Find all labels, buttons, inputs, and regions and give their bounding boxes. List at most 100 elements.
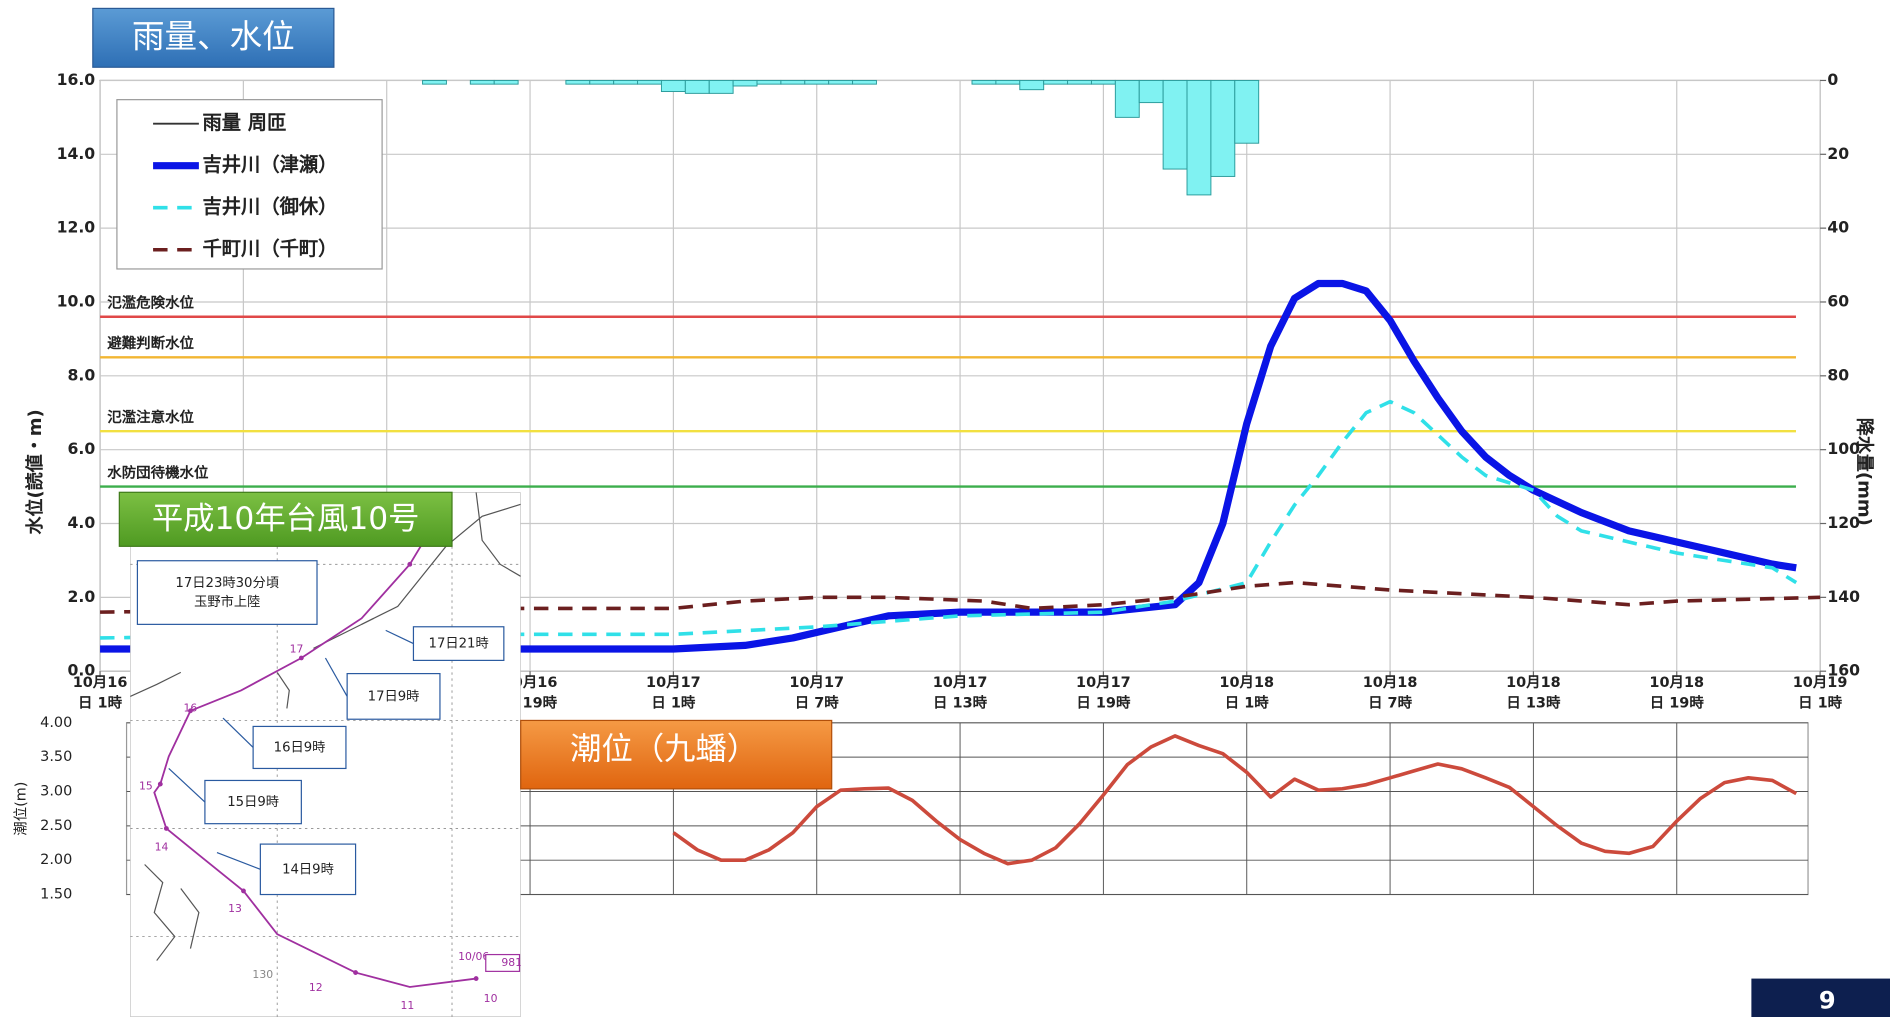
coastline (276, 672, 290, 709)
callout-leader (216, 851, 261, 870)
x-tick-label: 10月18 (1219, 674, 1274, 691)
y-tick-label: 0.0 (67, 661, 95, 680)
x-tick-label: 日 19時 (1076, 695, 1131, 712)
callout-box (252, 725, 347, 770)
y-tick-label: 6.0 (67, 439, 95, 458)
typhoon-id-box (485, 953, 521, 972)
callout-leader (385, 629, 414, 645)
x-tick-label: 日 1時 (1798, 695, 1843, 712)
callout-text: 15日9時 (227, 794, 279, 810)
rain-bar (756, 79, 782, 85)
series-line (672, 734, 1798, 866)
x-tick-label: 10月17 (933, 674, 988, 691)
track-label: 14 (155, 841, 169, 854)
track-label: 13 (228, 902, 242, 915)
rain-bar (565, 79, 591, 85)
rain-bar (1114, 79, 1140, 118)
rain-bar (828, 79, 854, 85)
track-point (473, 976, 479, 981)
callout-text: 17日23時30分頃 (175, 575, 279, 591)
y2-tick-label: 100 (1827, 439, 1860, 458)
rain-bar (1019, 79, 1045, 91)
legend-label: 雨量 周匝 (203, 111, 287, 134)
typhoon-track (153, 527, 477, 988)
rain-bar (1162, 79, 1188, 170)
rain-bar (589, 79, 615, 85)
y2-tick-label: 60 (1827, 291, 1849, 310)
y-tick-label: 3.50 (40, 749, 72, 765)
rain-bar (995, 79, 1021, 85)
y2-tick-label: 0 (1827, 70, 1838, 89)
x-tick-label: 日 13時 (933, 695, 988, 712)
series-line (100, 279, 1797, 653)
y-tick-label: 12.0 (57, 218, 96, 237)
title-badge (92, 7, 335, 68)
track-point (157, 781, 163, 787)
legend-label: 吉井川（御休） (203, 195, 338, 218)
track-point (407, 561, 413, 567)
rain-bar (1210, 79, 1236, 177)
coastline (130, 671, 182, 697)
y-tick-label: 16.0 (57, 70, 96, 89)
coastline (475, 492, 521, 577)
x-tick-label: 10月18 (1506, 674, 1561, 691)
track-point (353, 970, 358, 975)
legend-box (116, 99, 383, 270)
y-tick-label: 2.0 (67, 587, 95, 606)
x-tick-label: 日 1時 (78, 695, 123, 712)
callout-text: 玉野市上陸 (194, 593, 260, 610)
rain-bar (637, 79, 662, 85)
threshold-label: 避難判断水位 (107, 334, 194, 352)
y2-tick-label: 20 (1827, 144, 1849, 163)
y-axis-label: 潮位(m) (13, 782, 30, 836)
y-tick-label: 3.00 (40, 784, 72, 800)
y-tick-label: 10.0 (57, 291, 96, 310)
rain-bar (1067, 79, 1092, 85)
page-number-box (1751, 978, 1890, 1017)
track-label: 12 (309, 981, 323, 994)
rain-bar (1186, 79, 1212, 196)
x-tick-label: 日 1時 (651, 695, 696, 712)
rain-bar (852, 79, 877, 85)
y2-axis-label: 降水量(mm) (1853, 418, 1875, 526)
chart-title: 潮位（九蟠） (570, 731, 758, 767)
rain-bar (684, 79, 710, 94)
track-label: 15 (139, 779, 153, 792)
threshold-label: 氾濫注意水位 (107, 408, 194, 426)
callout-box (204, 779, 302, 825)
rain-bar (613, 79, 639, 85)
callout-box (346, 672, 441, 720)
legend-label: 吉井川（津瀬） (203, 153, 338, 176)
rain-bar (780, 79, 806, 85)
y2-tick-label: 140 (1827, 587, 1860, 606)
coastline (144, 864, 176, 961)
callout-box (412, 626, 505, 661)
y2-tick-label: 40 (1827, 218, 1849, 237)
callout-leader (168, 768, 206, 803)
x-tick-label: 日 7時 (1368, 695, 1413, 712)
x-tick-label: 10月18 (1363, 674, 1418, 691)
rain-bar (469, 79, 495, 85)
y-tick-label: 4.00 (40, 715, 72, 731)
x-tick-label: 10月18 (1649, 674, 1704, 691)
y-tick-label: 2.50 (40, 818, 72, 834)
track-label: 9810 (501, 956, 529, 969)
x-tick-label: 10月16 (73, 674, 128, 691)
callout-leader (324, 657, 348, 697)
callout-leader (222, 717, 254, 748)
track-label: 130 (252, 968, 273, 981)
x-tick-label: 日 7時 (795, 695, 840, 712)
track-label: 10 (484, 992, 498, 1005)
rain-bar (660, 79, 686, 93)
coastline (361, 503, 521, 625)
callout-text: 17日21時 (429, 636, 489, 652)
callout-box (259, 843, 357, 896)
x-tick-label: 日 19時 (1650, 695, 1705, 712)
x-tick-label: 日 13時 (1506, 695, 1561, 712)
rain-bar (708, 79, 734, 94)
callout-text: 17日9時 (368, 688, 420, 704)
x-tick-label: 日 1時 (1225, 695, 1270, 712)
